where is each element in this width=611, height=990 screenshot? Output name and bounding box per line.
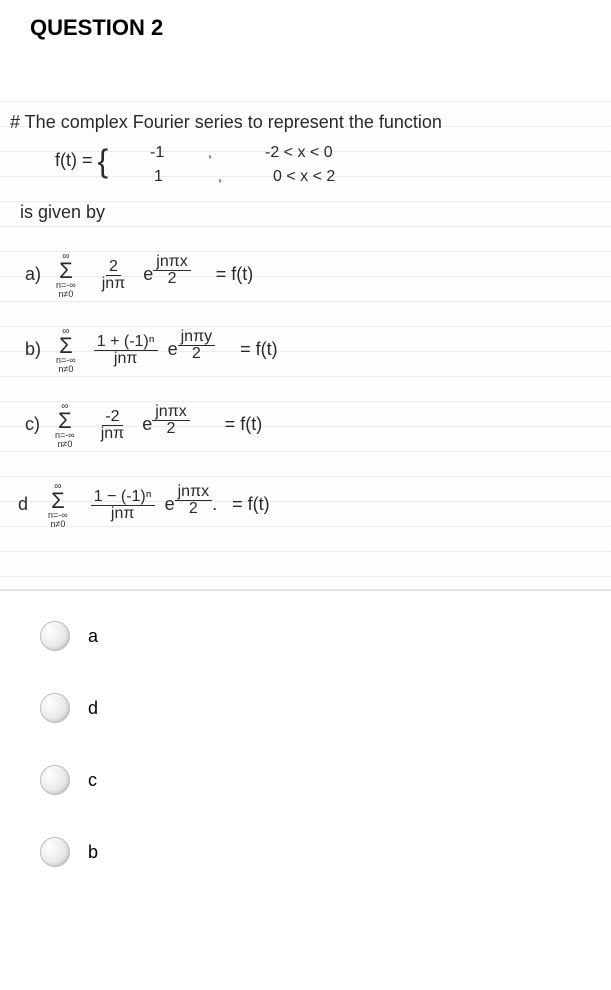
hw-opt-a: a) ∞ Σ n=-∞ n≠0 2 jnπ ejnπx2 = f(t) bbox=[25, 252, 253, 299]
sigma-icon: Σ bbox=[59, 261, 73, 281]
rhs-b: = f(t) bbox=[240, 339, 278, 359]
sig-low2: n≠0 bbox=[50, 520, 65, 529]
exp-c: ejnπx2 bbox=[142, 414, 190, 434]
answer-options: a d c b bbox=[0, 621, 611, 867]
expd: 2 bbox=[186, 501, 201, 517]
den: jnπ bbox=[99, 276, 129, 292]
sig-low2: n≠0 bbox=[58, 290, 73, 299]
num: 1 + (-1)ⁿ bbox=[94, 334, 158, 351]
intro-text: # The complex Fourier series to represen… bbox=[10, 112, 442, 133]
expn: jnπx bbox=[175, 484, 213, 501]
sigma-c: ∞ Σ n=-∞ n≠0 bbox=[55, 402, 75, 449]
sigma-icon: Σ bbox=[51, 491, 65, 511]
expd: 2 bbox=[189, 346, 204, 362]
rhs-d: = f(t) bbox=[232, 494, 270, 514]
option-label-b: b bbox=[88, 842, 98, 863]
frac-b: 1 + (-1)ⁿ jnπ bbox=[94, 334, 158, 367]
piece1c: -2 < x < 0 bbox=[265, 144, 333, 162]
rhs-c: = f(t) bbox=[225, 414, 263, 434]
question-header: QUESTION 2 bbox=[0, 0, 611, 41]
ft-label: f(t) = bbox=[55, 150, 93, 170]
den: jnπ bbox=[98, 426, 128, 442]
rhs-a: = f(t) bbox=[216, 264, 254, 284]
piece2c: 0 < x < 2 bbox=[273, 168, 335, 186]
comma1: , bbox=[208, 144, 212, 160]
option-b[interactable]: b bbox=[40, 837, 611, 867]
exp-a: ejnπx2 bbox=[143, 264, 191, 284]
den: jnπ bbox=[108, 506, 138, 522]
handwritten-work: # The complex Fourier series to represen… bbox=[0, 101, 611, 591]
piece1v: -1 bbox=[150, 144, 164, 162]
expd: 2 bbox=[165, 271, 180, 287]
expd: 2 bbox=[164, 421, 179, 437]
comma2: , bbox=[218, 168, 222, 184]
sigma-b: ∞ Σ n=-∞ n≠0 bbox=[56, 327, 76, 374]
piece2v: 1 bbox=[154, 168, 163, 186]
hw-opt-d: d ∞ Σ n=-∞ n≠0 1 − (-1)ⁿ jnπ ejnπx2. = f… bbox=[18, 482, 270, 529]
num: 1 − (-1)ⁿ bbox=[91, 489, 155, 506]
sigma-icon: Σ bbox=[59, 336, 73, 356]
hw-opt-b: b) ∞ Σ n=-∞ n≠0 1 + (-1)ⁿ jnπ ejnπy2 = f… bbox=[25, 327, 278, 374]
frac-c: -2 jnπ bbox=[98, 409, 128, 442]
option-c[interactable]: c bbox=[40, 765, 611, 795]
radio-icon[interactable] bbox=[40, 621, 70, 651]
letter-d: d bbox=[18, 494, 28, 514]
expn: jnπx bbox=[152, 404, 190, 421]
exp-b: ejnπy2 bbox=[168, 339, 216, 359]
letter-c: c) bbox=[25, 414, 40, 434]
expn: jnπx bbox=[153, 254, 191, 271]
brace-icon: { bbox=[98, 152, 109, 171]
letter-b: b) bbox=[25, 339, 41, 359]
option-label-c: c bbox=[88, 770, 97, 791]
frac-d: 1 − (-1)ⁿ jnπ bbox=[91, 489, 155, 522]
radio-icon[interactable] bbox=[40, 693, 70, 723]
hw-opt-c: c) ∞ Σ n=-∞ n≠0 -2 jnπ ejnπx2 = f(t) bbox=[25, 402, 262, 449]
option-label-a: a bbox=[88, 626, 98, 647]
option-label-d: d bbox=[88, 698, 98, 719]
sig-low2: n≠0 bbox=[57, 440, 72, 449]
radio-icon[interactable] bbox=[40, 837, 70, 867]
num: -2 bbox=[102, 409, 122, 426]
sigma-a: ∞ Σ n=-∞ n≠0 bbox=[56, 252, 76, 299]
exp-d: ejnπx2. bbox=[165, 494, 218, 514]
radio-icon[interactable] bbox=[40, 765, 70, 795]
option-d[interactable]: d bbox=[40, 693, 611, 723]
option-a[interactable]: a bbox=[40, 621, 611, 651]
letter-a: a) bbox=[25, 264, 41, 284]
given-text: is given by bbox=[20, 202, 105, 223]
frac-a: 2 jnπ bbox=[99, 259, 129, 292]
ft-def: f(t) = { bbox=[55, 150, 108, 171]
expn: jnπy bbox=[178, 329, 216, 346]
sig-low2: n≠0 bbox=[58, 365, 73, 374]
num: 2 bbox=[106, 259, 121, 276]
sigma-d: ∞ Σ n=-∞ n≠0 bbox=[48, 482, 68, 529]
sigma-icon: Σ bbox=[58, 411, 72, 431]
den: jnπ bbox=[111, 351, 141, 367]
